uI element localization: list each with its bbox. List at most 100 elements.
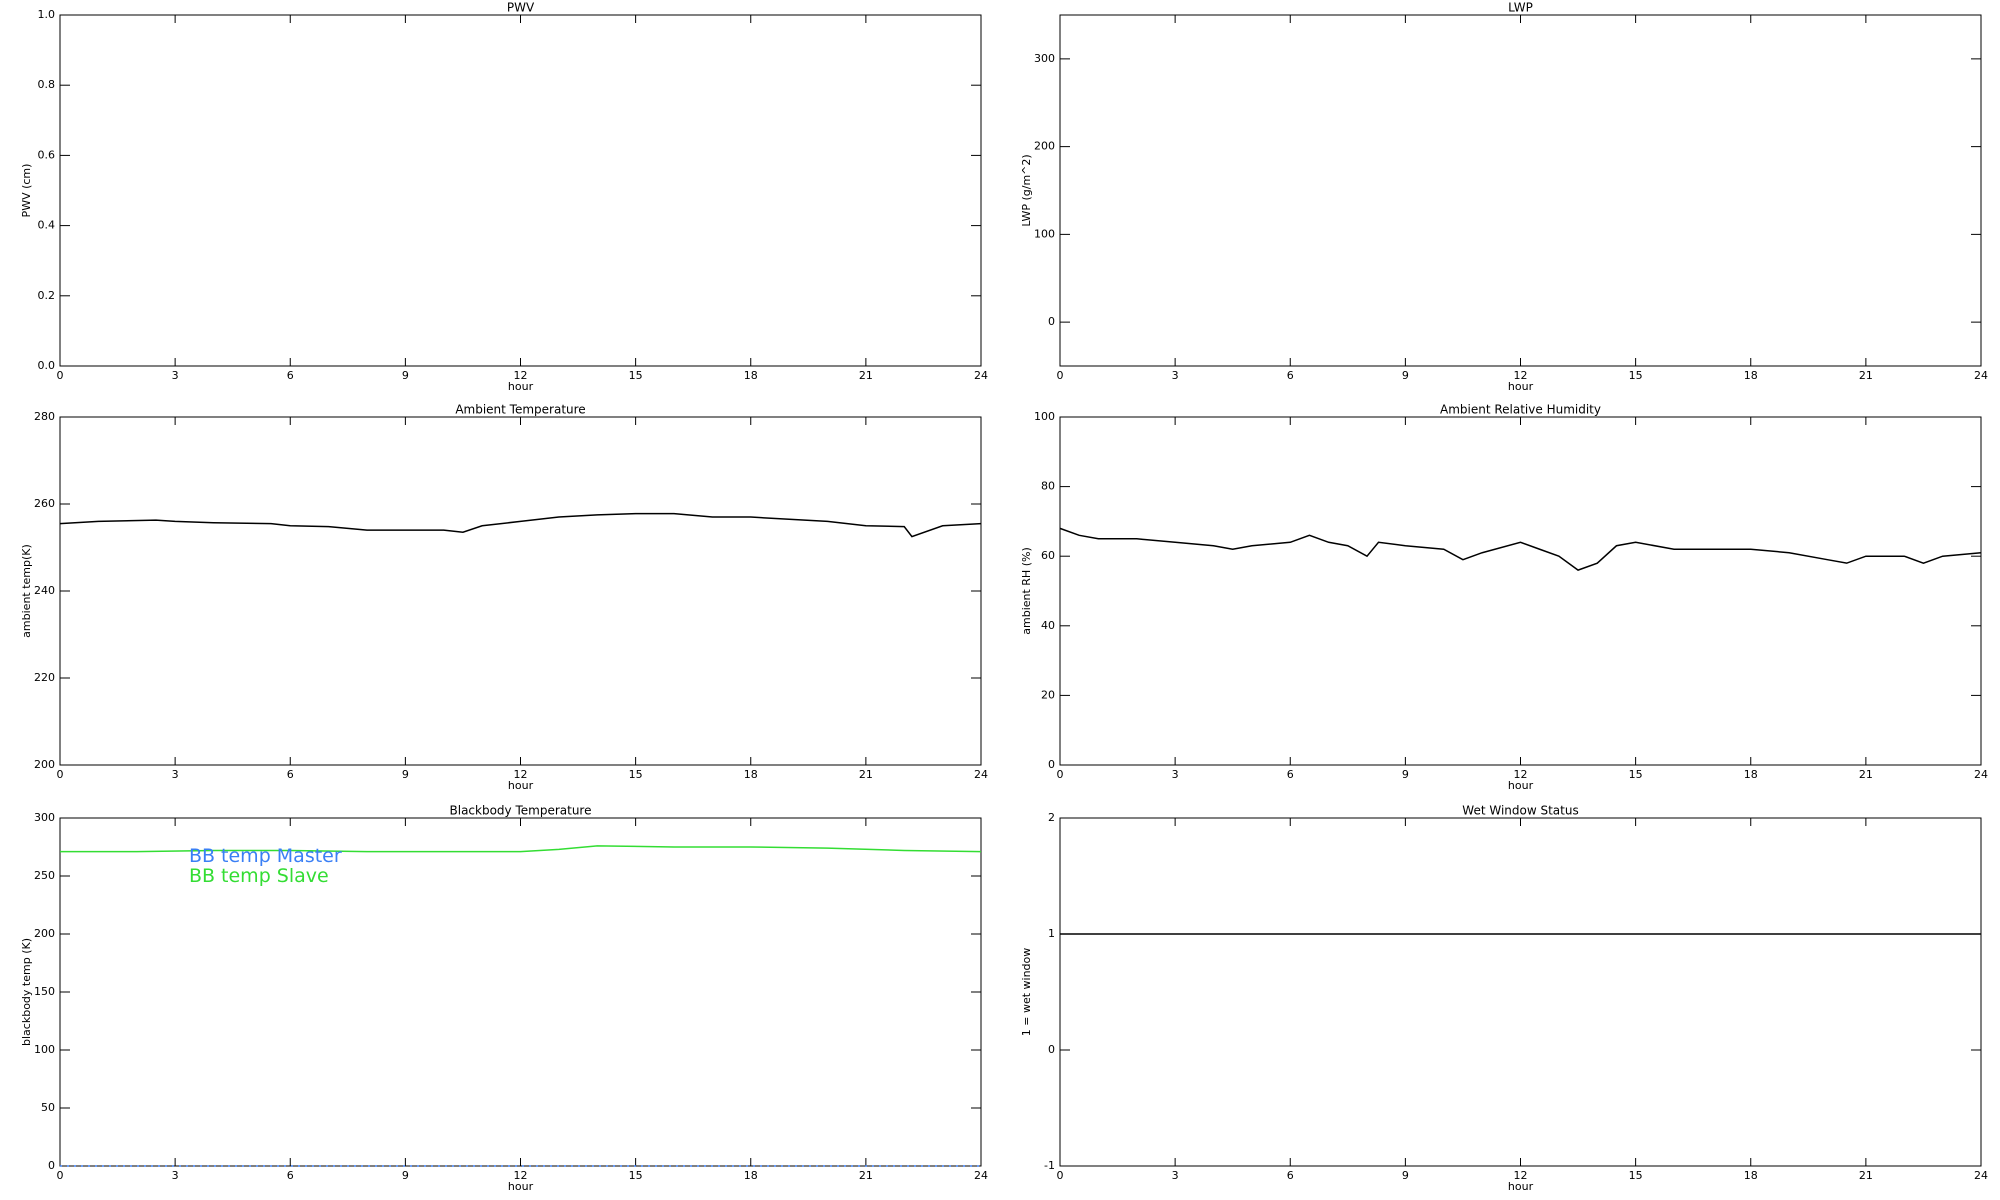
x-tick-label: 15 (1629, 1169, 1643, 1182)
x-tick-label: 9 (1402, 1169, 1409, 1182)
x-tick-label: 3 (172, 768, 179, 781)
plot-frame (1059, 416, 1982, 766)
y-axis-label: ambient temp(K) (20, 544, 33, 638)
x-tick-label: 24 (974, 1169, 988, 1182)
y-tick-label: -1 (1044, 1159, 1055, 1172)
x-axis-label: hour (1508, 1180, 1534, 1193)
chart-title: PWV (507, 1, 535, 15)
y-tick-label: 1.0 (38, 8, 56, 21)
x-tick-label: 12 (1514, 1169, 1528, 1182)
x-tick-label: 12 (514, 369, 528, 382)
legend-entry: BB temp Master (189, 845, 342, 867)
x-tick-label: 15 (629, 768, 643, 781)
x-tick-label: 18 (1744, 1169, 1758, 1182)
y-tick-label: 0.8 (38, 78, 56, 91)
x-tick-label: 0 (57, 768, 64, 781)
x-tick-label: 6 (287, 768, 294, 781)
y-tick-label: 200 (34, 927, 55, 940)
x-tick-label: 24 (974, 768, 988, 781)
x-tick-label: 24 (1974, 768, 1988, 781)
y-axis-label: blackbody temp (K) (20, 938, 33, 1046)
x-tick-label: 12 (514, 1169, 528, 1182)
x-tick-label: 9 (402, 369, 409, 382)
y-tick-label: 0.4 (38, 219, 56, 232)
y-tick-label: 250 (34, 869, 55, 882)
x-tick-label: 24 (1974, 1169, 1988, 1182)
x-axis-label: hour (508, 380, 534, 393)
y-tick-label: 220 (34, 671, 55, 684)
x-tick-label: 3 (1172, 1169, 1179, 1182)
x-tick-label: 21 (1859, 768, 1873, 781)
y-tick-label: 240 (34, 584, 55, 597)
chart-title: Wet Window Status (1462, 804, 1578, 818)
x-tick-label: 0 (57, 1169, 64, 1182)
x-tick-label: 21 (1859, 1169, 1873, 1182)
x-tick-label: 9 (1402, 768, 1409, 781)
y-tick-label: 150 (34, 985, 55, 998)
x-tick-label: 18 (744, 768, 758, 781)
y-tick-label: 50 (41, 1101, 55, 1114)
x-tick-label: 18 (744, 369, 758, 382)
x-tick-label: 0 (1057, 1169, 1064, 1182)
x-tick-label: 6 (1287, 1169, 1294, 1182)
data-line (60, 845, 982, 853)
x-tick-label: 12 (1514, 369, 1528, 382)
x-tick-label: 9 (402, 1169, 409, 1182)
y-tick-label: 100 (1034, 227, 1055, 240)
x-axis-label: hour (508, 1180, 534, 1193)
y-axis-label: 1 = wet window (1020, 948, 1033, 1037)
y-tick-label: 200 (1034, 140, 1055, 153)
y-tick-label: 300 (1034, 52, 1055, 65)
x-tick-label: 0 (1057, 768, 1064, 781)
x-tick-label: 21 (859, 1169, 873, 1182)
x-tick-label: 0 (57, 369, 64, 382)
x-tick-label: 6 (1287, 369, 1294, 382)
x-tick-label: 15 (1629, 768, 1643, 781)
y-tick-label: 2 (1048, 811, 1055, 824)
plot-frame (1059, 817, 1982, 1167)
x-tick-label: 21 (859, 768, 873, 781)
x-tick-label: 0 (1057, 369, 1064, 382)
y-tick-label: 280 (34, 410, 55, 423)
x-tick-label: 15 (629, 369, 643, 382)
plot-frame (1059, 14, 1982, 367)
x-tick-label: 12 (514, 768, 528, 781)
y-axis-label: PWV (cm) (20, 164, 33, 218)
y-axis-label: ambient RH (%) (1020, 547, 1033, 635)
chart-title: Blackbody Temperature (450, 804, 592, 818)
y-tick-label: 0 (1048, 315, 1055, 328)
y-tick-label: 0 (1048, 758, 1055, 771)
x-tick-label: 15 (629, 1169, 643, 1182)
y-tick-label: 0.0 (38, 359, 56, 372)
y-tick-label: 80 (1041, 480, 1055, 493)
y-tick-label: 200 (34, 758, 55, 771)
x-tick-label: 18 (1744, 369, 1758, 382)
chart-title: Ambient Relative Humidity (1440, 403, 1601, 417)
x-tick-label: 3 (172, 1169, 179, 1182)
x-tick-label: 6 (287, 369, 294, 382)
plot-frame (59, 14, 982, 367)
chart-title: Ambient Temperature (455, 403, 585, 417)
x-tick-label: 9 (1402, 369, 1409, 382)
x-tick-label: 18 (1744, 768, 1758, 781)
x-tick-label: 24 (1974, 369, 1988, 382)
y-tick-label: 0.6 (38, 148, 56, 161)
x-tick-label: 18 (744, 1169, 758, 1182)
x-tick-label: 21 (1859, 369, 1873, 382)
y-tick-label: 0.2 (38, 289, 56, 302)
x-tick-label: 15 (1629, 369, 1643, 382)
x-tick-label: 9 (402, 768, 409, 781)
data-line (59, 512, 982, 538)
x-axis-label: hour (508, 779, 534, 792)
y-tick-label: 0 (48, 1159, 55, 1172)
y-tick-label: 20 (1041, 688, 1055, 701)
x-axis-label: hour (1508, 380, 1534, 393)
y-tick-label: 1 (1048, 927, 1055, 940)
x-tick-label: 21 (859, 369, 873, 382)
legend-entry: BB temp Slave (189, 865, 329, 887)
y-tick-label: 100 (1034, 410, 1055, 423)
x-tick-label: 6 (1287, 768, 1294, 781)
x-tick-label: 12 (1514, 768, 1528, 781)
y-axis-label: LWP (g/m^2) (1020, 154, 1033, 226)
